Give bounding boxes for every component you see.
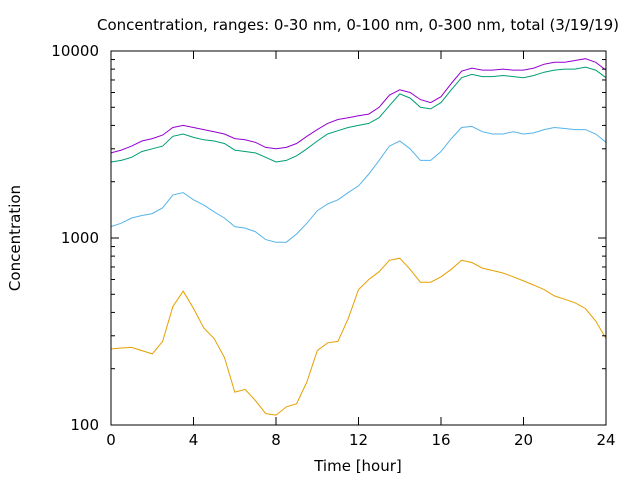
chart-title: Concentration, ranges: 0-30 nm, 0-100 nm… [97,16,619,34]
plot-area [110,58,607,416]
y-tick-label: 1000 [61,229,99,247]
y-axis-label: Concentration [6,185,24,291]
series-line-2 [110,125,607,243]
x-tick-label: 16 [431,431,450,449]
x-tick-label: 8 [271,431,281,449]
series-line-3 [110,66,607,163]
x-tick-label: 20 [514,431,533,449]
x-tick-label: 4 [189,431,199,449]
x-tick-label: 0 [106,431,116,449]
axis-ticks: 0 4 8 12 16 20 24 100 1000 10000 [51,42,615,449]
plot-frame [110,50,607,426]
series-line-1 [110,257,607,416]
series-line-4 [110,58,607,154]
x-tick-label: 24 [596,431,615,449]
x-tick-label: 12 [349,431,368,449]
y-tick-label: 10000 [51,42,99,60]
y-tick-label: 100 [70,416,99,434]
x-axis-label: Time [hour] [313,457,402,475]
